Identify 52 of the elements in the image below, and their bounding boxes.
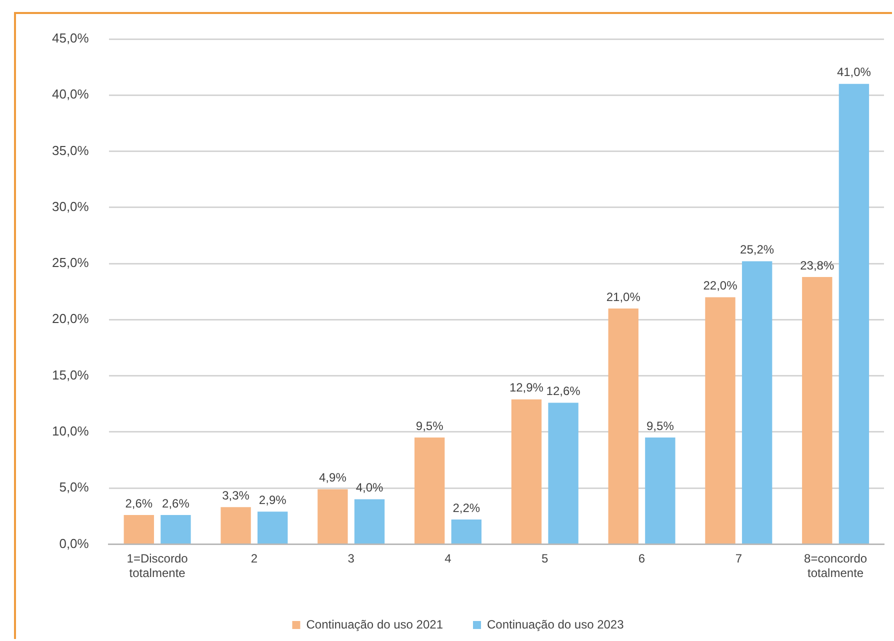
data-label: 4,0% [356, 480, 384, 495]
y-tick-label: 10,0% [52, 424, 90, 439]
y-tick-label: 0,0% [59, 536, 90, 551]
x-tick-label: 2 [250, 552, 258, 566]
bar [608, 308, 638, 544]
data-label: 2,2% [452, 500, 480, 515]
bar [705, 297, 736, 544]
data-label: 12,6% [546, 384, 581, 398]
bar [742, 261, 772, 544]
x-tick-label: 1=Discordo totalmente [126, 552, 188, 580]
x-tick-label: 3 [348, 552, 355, 566]
x-tick-label: 4 [444, 552, 452, 566]
y-tick-label: 35,0% [52, 142, 90, 158]
data-label: 2,6% [125, 496, 153, 510]
data-label: 3,3% [222, 488, 250, 502]
x-tick-label: 6 [638, 552, 646, 566]
x-tick-label: 7 [735, 552, 742, 566]
data-label: 9,5% [416, 418, 444, 433]
bar [511, 399, 542, 544]
bar [258, 512, 288, 544]
bar [354, 499, 385, 544]
legend-label: Continuação do uso 2023 [487, 617, 624, 632]
x-tick-label: 8=concordo totalmente [804, 552, 868, 580]
legend-label: Continuação do uso 2021 [306, 617, 444, 632]
bar [160, 515, 191, 544]
y-tick-label: 40,0% [52, 86, 90, 102]
bar [548, 402, 578, 544]
data-label: 2,9% [258, 492, 287, 507]
bar [318, 489, 348, 544]
data-label: 12,9% [509, 380, 544, 395]
y-tick-label: 25,0% [52, 255, 90, 270]
data-label: 25,2% [740, 242, 774, 257]
bar [838, 84, 870, 544]
bar [414, 438, 445, 544]
x-tick-label: 5 [542, 552, 549, 566]
bar [645, 438, 676, 544]
bar [220, 507, 251, 544]
data-label: 2,6% [162, 496, 190, 510]
y-tick-label: 20,0% [52, 311, 90, 326]
data-label: 4,9% [319, 470, 347, 484]
bar [124, 515, 154, 544]
data-label: 41,0% [836, 65, 872, 80]
bar [451, 520, 482, 544]
y-tick-label: 5,0% [59, 480, 90, 495]
y-tick-label: 30,0% [52, 198, 90, 214]
y-tick-label: 45,0% [52, 30, 90, 46]
data-label: 23,8% [800, 258, 834, 272]
data-label: 21,0% [606, 290, 641, 304]
bar [802, 277, 832, 544]
y-tick-label: 15,0% [52, 367, 90, 382]
data-label: 9,5% [646, 418, 674, 433]
data-label: 22,0% [703, 278, 738, 293]
